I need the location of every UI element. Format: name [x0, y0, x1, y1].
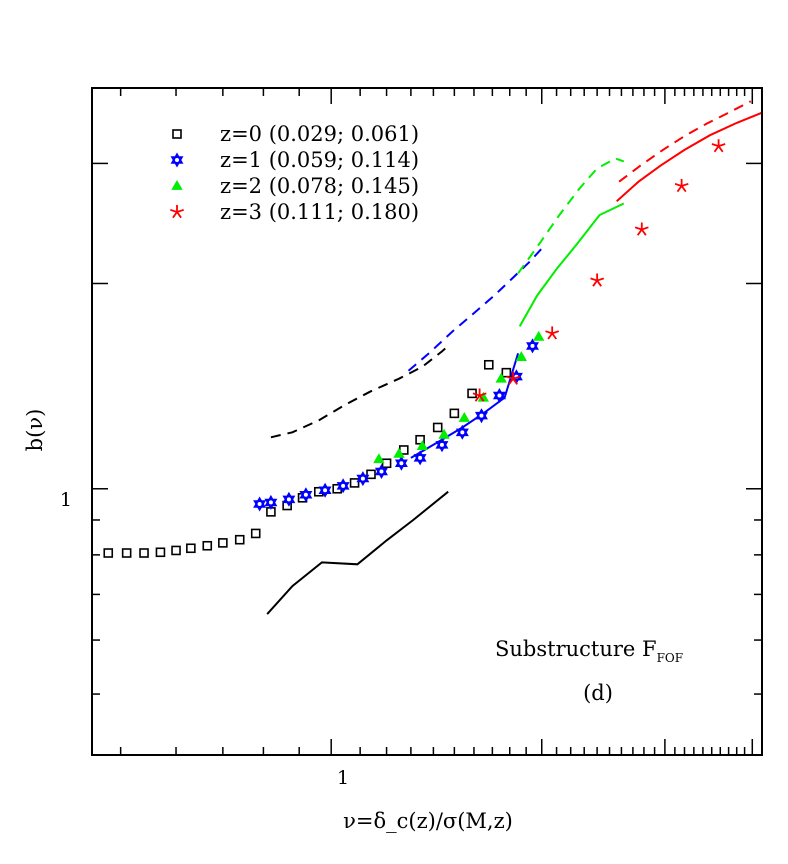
legend-label-1: z=1 (0.059; 0.114)	[220, 148, 419, 172]
marker-z-0	[366, 469, 376, 480]
legend-label-2: z=2 (0.078; 0.145)	[220, 174, 419, 198]
marker-z-0	[155, 547, 166, 558]
marker-z-0	[121, 548, 132, 558]
marker-z-0	[139, 548, 149, 558]
marker-z-3	[590, 273, 605, 287]
marker-z-0	[349, 478, 360, 488]
curve-z-1-dashed	[407, 247, 543, 372]
marker-z-2	[393, 447, 405, 458]
substructure-annotation-main: Substructure F	[495, 637, 657, 661]
legend: z=0 (0.029; 0.061)z=1 (0.059; 0.114)z=2 …	[170, 122, 419, 224]
axis-ticks	[92, 88, 762, 755]
x-axis-label: ν=δ_c(z)/σ(M,z)	[343, 809, 513, 833]
marker-z-1	[455, 424, 469, 440]
marker-z-3	[674, 178, 689, 193]
marker-z-2	[533, 330, 545, 341]
marker-z-2	[373, 453, 385, 464]
marker-z-1	[264, 494, 278, 510]
legend-label-0: z=0 (0.029; 0.061)	[220, 122, 419, 146]
marker-z-0	[218, 538, 228, 548]
curve-z-1-solid	[410, 353, 520, 459]
curve-z-3-dashed	[618, 100, 752, 183]
marker-z-2	[495, 372, 507, 383]
marker-z-0	[449, 408, 460, 419]
marker-z-0	[250, 528, 261, 539]
marker-z-2	[438, 428, 450, 439]
marker-z-1	[526, 338, 539, 354]
marker-z-0	[432, 422, 443, 433]
marker-z-1	[299, 487, 313, 503]
curve-z-2-solid	[518, 202, 625, 327]
y-axis-label: b(ν)	[23, 409, 47, 452]
marker-z-1	[474, 408, 488, 424]
x-tick-label-1: 1	[337, 767, 349, 789]
curve-lines	[266, 100, 763, 615]
marker-z-1	[253, 496, 267, 512]
marker-z-1	[356, 471, 370, 487]
marker-z-3	[506, 371, 520, 385]
y-tick-label-1: 1	[60, 489, 72, 511]
curve-z-0-dashed	[270, 345, 449, 439]
marker-z-2	[416, 440, 429, 450]
curve-z-3-solid	[616, 111, 763, 203]
marker-z-1	[435, 437, 449, 453]
marker-z-1	[318, 482, 332, 498]
marker-z-0	[467, 388, 477, 399]
data-markers	[103, 139, 726, 558]
marker-z-1	[492, 387, 506, 403]
marker-z-1	[394, 455, 408, 471]
substructure-annotation-sub: FOF	[657, 651, 684, 665]
marker-z-3	[545, 326, 560, 340]
marker-z-2	[477, 391, 489, 402]
marker-z-1	[374, 463, 388, 479]
panel-label: (d)	[583, 681, 613, 705]
marker-z-2	[458, 411, 470, 422]
marker-z-1	[336, 478, 350, 494]
marker-z-3	[711, 139, 726, 153]
marker-z-0	[202, 540, 213, 551]
marker-z-0	[483, 359, 494, 370]
curve-z-2-dashed	[517, 157, 625, 274]
marker-z-1	[413, 450, 427, 466]
legend-marker-1	[170, 152, 184, 168]
marker-z-0	[171, 545, 181, 556]
marker-z-0	[234, 534, 245, 545]
substructure-annotation: Substructure FFOF	[495, 637, 683, 665]
marker-z-2	[515, 351, 527, 361]
plot-frame	[91, 87, 763, 756]
curve-z-0-solid	[266, 490, 449, 615]
marker-z-0	[381, 458, 392, 469]
marker-z-3	[472, 388, 487, 402]
legend-marker-0	[172, 129, 182, 139]
marker-z-0	[186, 543, 196, 554]
legend-marker-3	[170, 205, 184, 219]
marker-z-0	[103, 548, 114, 558]
legend-marker-2	[171, 180, 183, 190]
marker-z-0	[415, 434, 425, 445]
legend-label-3: z=3 (0.111; 0.180)	[220, 200, 419, 224]
marker-z-3	[634, 222, 649, 236]
marker-z-1	[282, 491, 296, 507]
marker-z-0	[501, 367, 512, 378]
